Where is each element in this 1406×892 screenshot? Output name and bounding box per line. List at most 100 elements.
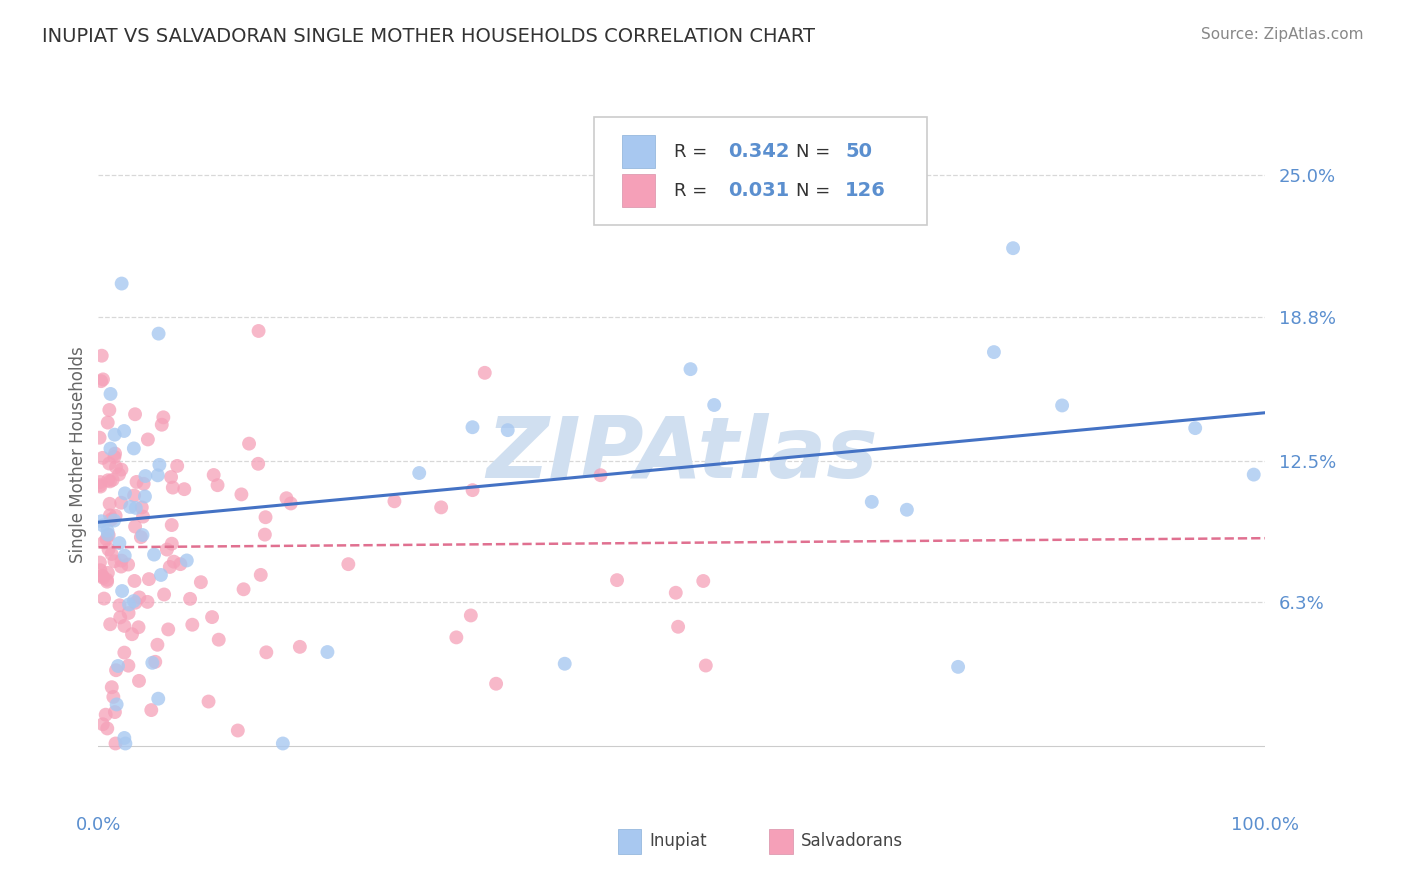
Point	[112, 731, 135, 745]
Point	[120, 500, 142, 514]
Point	[108, 467, 131, 482]
Point	[97, 527, 120, 541]
Point	[112, 619, 135, 633]
Point	[117, 606, 139, 620]
Point	[131, 500, 153, 515]
Point	[112, 646, 135, 660]
Point	[114, 737, 136, 751]
Point	[107, 659, 129, 673]
Point	[124, 519, 146, 533]
Point	[104, 508, 127, 523]
Point	[105, 698, 128, 712]
Text: R =: R =	[673, 182, 713, 200]
Point	[125, 500, 148, 515]
Point	[96, 574, 118, 589]
Point	[129, 530, 152, 544]
Point	[121, 627, 143, 641]
Y-axis label: Single Mother Households: Single Mother Households	[69, 347, 87, 563]
Point	[108, 599, 131, 613]
Point	[104, 427, 127, 442]
Point	[149, 568, 172, 582]
Point	[208, 632, 231, 647]
Point	[131, 528, 153, 542]
Point	[460, 608, 482, 623]
Point	[134, 490, 156, 504]
Point	[176, 553, 198, 567]
Point	[117, 658, 139, 673]
Point	[606, 573, 628, 587]
Point	[136, 433, 159, 447]
Point	[201, 610, 224, 624]
Point	[461, 483, 484, 497]
Point	[111, 584, 134, 599]
Point	[91, 518, 114, 533]
Point	[117, 558, 139, 572]
Point	[96, 722, 118, 736]
Point	[148, 326, 170, 341]
Point	[179, 591, 201, 606]
Point	[238, 436, 260, 450]
Text: N =: N =	[796, 143, 837, 161]
Point	[703, 398, 725, 412]
Point	[143, 548, 166, 562]
Point	[146, 638, 169, 652]
Point	[461, 420, 484, 434]
Point	[946, 660, 969, 674]
Point	[160, 537, 183, 551]
Point	[430, 500, 453, 515]
Point	[896, 502, 918, 516]
FancyBboxPatch shape	[617, 830, 641, 854]
Point	[100, 547, 122, 561]
Point	[1243, 467, 1265, 482]
Point	[105, 663, 128, 677]
Point	[128, 591, 150, 605]
Point	[337, 557, 360, 571]
Point	[143, 655, 166, 669]
Text: 126: 126	[845, 181, 886, 200]
Point	[100, 512, 122, 526]
Point	[89, 480, 111, 494]
Point	[89, 478, 111, 492]
Point	[89, 431, 111, 445]
Text: ZIPAtlas: ZIPAtlas	[486, 413, 877, 497]
Point	[226, 723, 249, 738]
Point	[91, 372, 114, 386]
Point	[496, 423, 519, 437]
Point	[91, 569, 114, 583]
Point	[1002, 241, 1025, 255]
Point	[89, 563, 111, 577]
Point	[695, 658, 717, 673]
Point	[90, 514, 112, 528]
Point	[148, 691, 170, 706]
Point	[153, 587, 176, 601]
Point	[103, 554, 125, 568]
Point	[124, 574, 146, 588]
Point	[146, 468, 169, 483]
Point	[104, 737, 127, 751]
Point	[163, 555, 186, 569]
Point	[104, 446, 127, 460]
Text: R =: R =	[673, 143, 713, 161]
Point	[122, 594, 145, 608]
Point	[108, 610, 131, 624]
Point	[1050, 399, 1073, 413]
Point	[97, 542, 120, 557]
Point	[90, 374, 112, 388]
Point	[124, 407, 146, 421]
Point	[679, 362, 702, 376]
Point	[103, 450, 125, 464]
Point	[97, 566, 120, 580]
Point	[141, 703, 163, 717]
Point	[160, 518, 183, 533]
Point	[254, 510, 277, 524]
Point	[173, 482, 195, 496]
Point	[98, 403, 121, 417]
Point	[101, 473, 124, 487]
FancyBboxPatch shape	[595, 118, 927, 226]
Text: 50: 50	[845, 142, 872, 161]
Point	[104, 705, 127, 719]
Point	[474, 366, 496, 380]
Point	[110, 496, 132, 510]
Point	[114, 549, 136, 563]
Point	[152, 410, 174, 425]
